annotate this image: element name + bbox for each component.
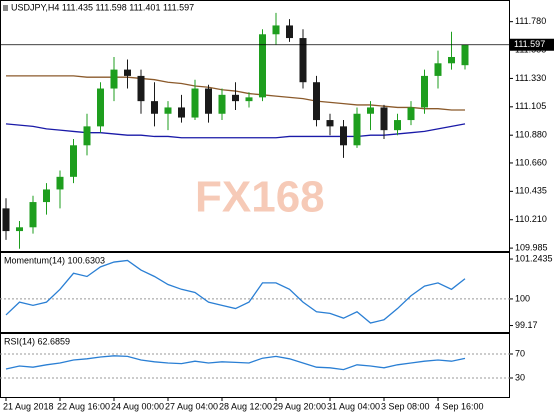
indicator-line xyxy=(5,355,466,371)
candle-body xyxy=(2,208,10,232)
y-tick-label: 110.435 xyxy=(515,186,547,196)
candle-body xyxy=(286,25,293,39)
x-tick-label: 24 Aug 00:00 xyxy=(111,401,164,411)
candle-body xyxy=(218,94,226,114)
candle-body xyxy=(29,202,37,228)
candle-body xyxy=(245,97,253,102)
candle-body xyxy=(97,88,104,127)
y-tick-label: 110.660 xyxy=(515,157,547,167)
y-tick-label: 30 xyxy=(515,372,525,382)
candle-body xyxy=(272,25,280,35)
chart-title: USDJPY,H4 111.435 111.598 111.401 111.59… xyxy=(11,2,194,12)
candle-body xyxy=(353,113,361,146)
candle-body xyxy=(407,107,415,121)
candle-body xyxy=(43,189,50,203)
candle-body xyxy=(326,120,334,127)
y-tick-label: 100 xyxy=(515,293,530,303)
y-tick-label: 111.330 xyxy=(515,73,546,83)
x-tick-label: 21 Aug 2018 xyxy=(3,401,54,411)
candle-body xyxy=(340,126,347,146)
candle-body xyxy=(259,34,266,98)
candle-body xyxy=(421,75,428,108)
symbol-icon xyxy=(3,5,8,11)
momentum-title: Momentum(14) 100.6303 xyxy=(4,255,105,265)
candle-body xyxy=(70,145,77,177)
candle-body xyxy=(16,227,23,232)
watermark: FX168 xyxy=(195,173,325,222)
candle-body xyxy=(164,107,172,114)
x-tick-label: 22 Aug 16:00 xyxy=(57,401,110,411)
x-tick-label: 29 Aug 20:00 xyxy=(273,401,326,411)
x-tick-label: 27 Aug 04:00 xyxy=(165,401,218,411)
candle-body xyxy=(434,63,442,76)
candle-body xyxy=(205,88,212,114)
x-tick-label: 3 Sep 08:00 xyxy=(381,401,430,411)
indicator-line xyxy=(5,123,466,139)
candle-body xyxy=(56,176,64,190)
candle-body xyxy=(110,69,118,89)
candle-body xyxy=(151,101,158,114)
candle-body xyxy=(313,82,320,121)
momentum-panel-frame xyxy=(0,252,510,333)
candle-body xyxy=(124,69,131,76)
candle-body xyxy=(178,107,185,118)
y-tick-label: 101.2435 xyxy=(515,253,553,263)
x-tick-label: 4 Sep 16:00 xyxy=(435,401,484,411)
candle-body xyxy=(394,120,401,131)
x-tick-label: 31 Aug 04:00 xyxy=(327,401,380,411)
candle-body xyxy=(299,38,307,83)
candle-body xyxy=(380,107,388,131)
candle-body xyxy=(83,126,91,146)
y-tick-label: 99.17 xyxy=(515,320,538,330)
candle-body xyxy=(191,88,199,118)
y-tick-label: 110.210 xyxy=(515,214,547,224)
candle-body xyxy=(367,107,374,114)
candle-body xyxy=(137,75,145,102)
y-tick-label: 111.780 xyxy=(515,16,546,26)
y-tick-label: 111.105 xyxy=(515,101,546,111)
candle-body xyxy=(232,94,239,102)
x-tick-label: 28 Aug 12:00 xyxy=(219,401,272,411)
main-panel-frame xyxy=(0,0,510,252)
y-tick-label: 110.880 xyxy=(515,130,547,140)
price-tag-box xyxy=(510,38,554,51)
indicator-line xyxy=(5,259,466,324)
candle-body xyxy=(448,56,455,64)
candle-body xyxy=(461,44,469,66)
y-tick-label: 70 xyxy=(515,348,525,358)
rsi-title: RSI(14) 62.6859 xyxy=(4,336,70,346)
rsi-panel-frame xyxy=(0,333,510,398)
y-tick-label: 109.985 xyxy=(515,242,548,252)
price-tag: 111.597 xyxy=(514,39,545,49)
